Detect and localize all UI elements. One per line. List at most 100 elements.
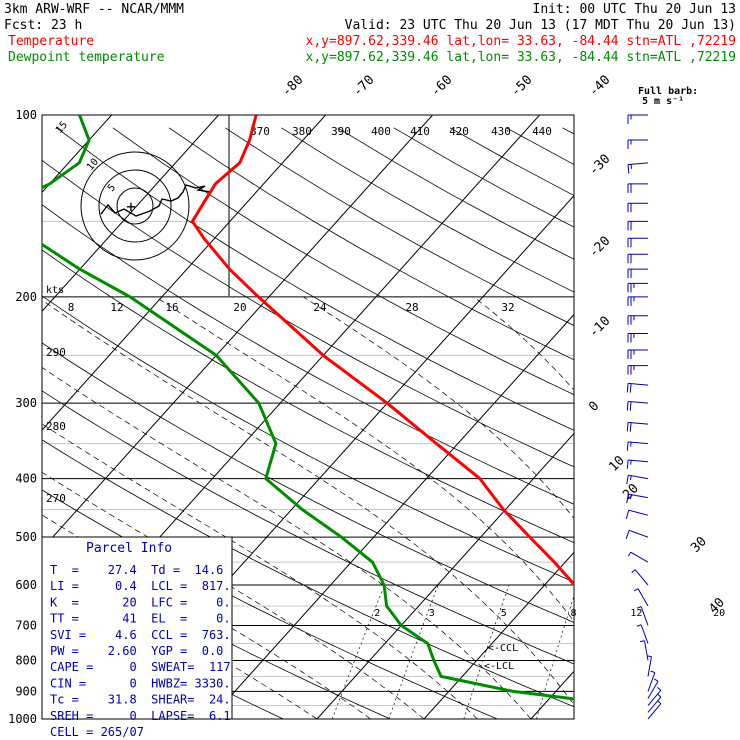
dry-adiabat — [337, 127, 574, 260]
dry-adiabat — [42, 342, 574, 623]
wind-barb — [627, 551, 649, 563]
moist-adiabat — [473, 296, 574, 391]
pressure-label: 300 — [15, 396, 37, 410]
wind-barb-staff — [647, 672, 656, 692]
isotherm-line — [42, 115, 326, 431]
mixing-ratio-label: 12 — [630, 608, 642, 619]
wind-barb-flag — [626, 383, 629, 393]
isotherm-label: -40 — [586, 73, 613, 100]
wind-barb-flag — [625, 509, 630, 519]
wind-barb — [626, 441, 649, 451]
parcel-info-row: CIN = 0 HWBZ= 3330. — [50, 676, 231, 690]
parcel-info-row: LI = 0.4 LCL = 817. — [50, 579, 231, 593]
wind-barb-staff — [647, 656, 652, 677]
wind-barb-half-flag — [657, 700, 662, 705]
isotherm-label: -50 — [508, 73, 535, 100]
hodograph: + — [80, 115, 230, 296]
wind-barb-half-flag — [636, 624, 642, 627]
wind-barb — [647, 693, 662, 713]
parcel-info-row: CAPE = 0 SWEAT= 117 — [50, 660, 231, 674]
wind-barb — [627, 349, 648, 360]
isotherm-label: 0 — [586, 399, 602, 415]
parcel-info-row: TT = 41 EL = 0. — [50, 612, 231, 626]
wind-barb — [627, 268, 648, 279]
theta-side-label: 270 — [46, 492, 66, 505]
wind-barb — [640, 640, 649, 661]
parcel-info-row: T = 27.4 Td = 14.6 — [50, 563, 223, 577]
theta-label: 370 — [250, 125, 270, 138]
wind-barb — [636, 624, 649, 644]
wind-barb-half-flag — [657, 693, 662, 698]
wind-scale-label: 20 — [233, 301, 246, 314]
wind-barb — [627, 253, 648, 264]
wind-barb — [627, 220, 648, 231]
init-time: Init: 00 UTC Thu 20 Jun 13 — [533, 2, 737, 17]
dry-adiabat — [224, 127, 574, 326]
wind-barb-staff — [644, 640, 649, 661]
wind-barb — [647, 678, 659, 699]
wind-barb-staff — [628, 474, 649, 480]
wind-barb-flag — [626, 459, 629, 469]
hodograph-ring — [98, 169, 172, 243]
pressure-label: 400 — [15, 472, 37, 486]
wind-barb — [627, 332, 648, 343]
wind-barb-half-flag — [627, 551, 632, 557]
mixing-ratio-label: 2 — [374, 608, 380, 619]
wind-barb-staff — [640, 624, 649, 644]
model-title: 3km ARW-WRF -- NCAR/MMM — [4, 2, 184, 17]
pressure-label: 800 — [15, 653, 37, 667]
wind-barb-staff — [647, 696, 662, 713]
isotherm-label: -80 — [279, 73, 306, 100]
isotherm-label: -10 — [586, 314, 613, 341]
wind-barb — [626, 474, 649, 485]
moist-adiabat — [303, 296, 574, 519]
isotherm-line — [0, 115, 5, 719]
wind-barb-staff — [628, 509, 649, 516]
isotherm-line — [42, 115, 219, 312]
wind-barb — [626, 459, 649, 469]
dry-adiabat — [112, 127, 574, 396]
pressure-label: 600 — [15, 578, 37, 592]
mixing-ratio-label: 20 — [713, 608, 725, 619]
theta-side-label: 290 — [46, 346, 66, 359]
lcl-label: <-LCL — [484, 661, 514, 672]
wind-scale-label: 28 — [405, 301, 418, 314]
isotherm-line — [638, 115, 740, 719]
header: 3km ARW-WRF -- NCAR/MMM Init: 00 UTC Thu… — [4, 2, 736, 65]
wind-scale-label: 8 — [68, 301, 75, 314]
wind-barb-half-flag — [629, 475, 632, 481]
wind-barb-staff — [630, 551, 649, 563]
parcel-info-row: PW = 2.60 YGP = 0.0 — [50, 644, 223, 658]
wind-barb-half-flag — [633, 588, 639, 592]
wind-barb-half-flag — [640, 640, 645, 643]
dry-adiabat — [56, 127, 574, 431]
isotherm-label: -30 — [586, 152, 613, 179]
wind-barb-half-flag — [629, 494, 632, 500]
dry-adiabat — [168, 127, 574, 361]
wind-barb — [627, 365, 648, 375]
wind-scale-label: 24 — [313, 301, 327, 314]
dry-adiabat — [562, 127, 574, 135]
barb-legend-unit: 5 m s⁻¹ — [642, 96, 684, 107]
wind-barb-flag — [629, 401, 632, 411]
dry-adiabat — [506, 127, 574, 165]
theta-label: 390 — [331, 125, 351, 138]
temperature-location: x,y=897.62,339.46 lat,lon= 33.63, -84.44… — [306, 34, 736, 49]
dewpoint-profile — [42, 115, 574, 701]
wind-barb-flag — [629, 383, 632, 393]
forecast-hour: Fcst: 23 h — [4, 18, 82, 33]
wind-scale-label: 32 — [501, 301, 514, 314]
theta-label: 420 — [449, 125, 469, 138]
parcel-info-title: Parcel Info — [86, 541, 172, 556]
hodograph-ring-label: 15 — [54, 120, 70, 136]
wind-barb-half-flag — [657, 686, 662, 691]
wind-barb — [627, 183, 648, 193]
parcel-info-panel: Parcel Info T = 27.4 Td = 14.6 LI = 0.4 L… — [41, 536, 233, 739]
pressure-label: 200 — [15, 290, 37, 304]
wind-barb-flag — [625, 530, 630, 539]
dry-adiabat — [281, 127, 574, 293]
wind-barb-flag — [626, 494, 629, 504]
wind-barb-half-flag — [653, 678, 659, 682]
